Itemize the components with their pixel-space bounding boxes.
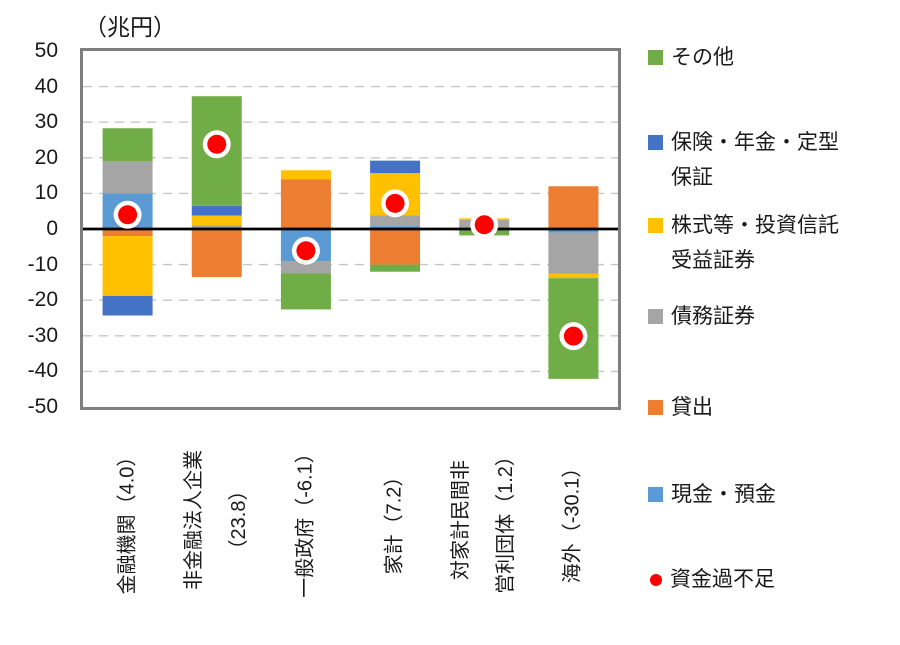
legend-label: その他 [671,46,734,69]
legend-label: 資金過不足 [670,568,775,591]
x-axis-label: 家計（7.2） [383,466,406,574]
x-axis-label: 一般政府（-6.1） [294,442,317,598]
bar-segment [370,264,421,272]
y-tick-label: 20 [34,145,58,169]
bar-segment [280,261,331,274]
surplus-dot [296,241,316,261]
bar-segment [370,229,421,265]
legend-dot-marker-icon [650,574,662,586]
legend-label: 株式等・投資信託 受益証券 [671,214,839,272]
y-tick-label: 10 [34,181,58,205]
legend-square-marker-icon [648,218,663,233]
bar-segment [191,229,242,278]
y-tick-label: -50 [27,395,58,418]
y-tick-label: -30 [27,323,58,347]
surplus-dot [563,326,583,346]
x-axis-label: 金融機関（4.0） [116,446,139,594]
legend-square-marker-icon [648,135,663,150]
bar-segment [102,161,153,194]
bar-segment [370,215,421,227]
bar-segment [102,128,153,162]
legend-label: 保険・年金・定型 保証 [671,131,839,189]
legend-item: 現金・預金 [648,477,893,512]
y-tick-label: -40 [27,359,58,383]
legend-label: 貸出 [671,396,713,419]
bar-segment [548,273,599,279]
legend-item: 債務証券 [648,299,893,334]
surplus-dot [118,205,138,225]
axis-unit-label: （兆円） [84,14,176,40]
plot-area [80,48,621,410]
legend-item: その他 [648,40,893,75]
bar-segment [102,229,153,237]
surplus-dot [474,215,494,235]
bar-segment [548,186,599,229]
bar-segment [280,170,331,180]
legend-item: 資金過不足 [648,562,893,597]
legend-square-marker-icon [648,309,663,324]
y-tick-label: 30 [34,110,58,134]
y-tick-label: -20 [27,288,58,312]
bar-segment [191,225,242,229]
y-tick-label: -10 [27,252,58,276]
legend-square-marker-icon [648,400,663,415]
y-tick-label: 0 [46,217,58,240]
bar-segment [370,226,421,229]
y-tick-label: 50 [34,39,58,62]
legend-label: 現金・預金 [671,483,776,506]
y-tick-label: 40 [34,74,58,98]
bar-segment [280,179,331,229]
x-axis-label: 海外（-30.1） [561,457,584,583]
legend-square-marker-icon [648,50,663,65]
legend-item: 貸出 [648,390,893,425]
legend-item: 株式等・投資信託 受益証券 [648,208,893,278]
bar-segment [102,295,153,316]
bar-segment [280,273,331,310]
bar-segment [548,232,599,274]
bar-segment [370,160,421,174]
bar-segment [102,236,153,296]
bar-segment [191,205,242,216]
legend-square-marker-icon [648,487,663,502]
x-axis-label: 非金融法人企業 （23.8） [182,450,250,590]
surplus-dot [207,134,227,154]
bar-segment [191,215,242,226]
x-axis-label: 対家計民間非 営利団体（1.2） [450,446,518,594]
legend-label: 債務証券 [671,305,755,328]
surplus-dot [385,193,405,213]
bar-segment [548,229,599,233]
legend-item: 保険・年金・定型 保証 [648,125,893,195]
plot-svg [83,85,618,379]
